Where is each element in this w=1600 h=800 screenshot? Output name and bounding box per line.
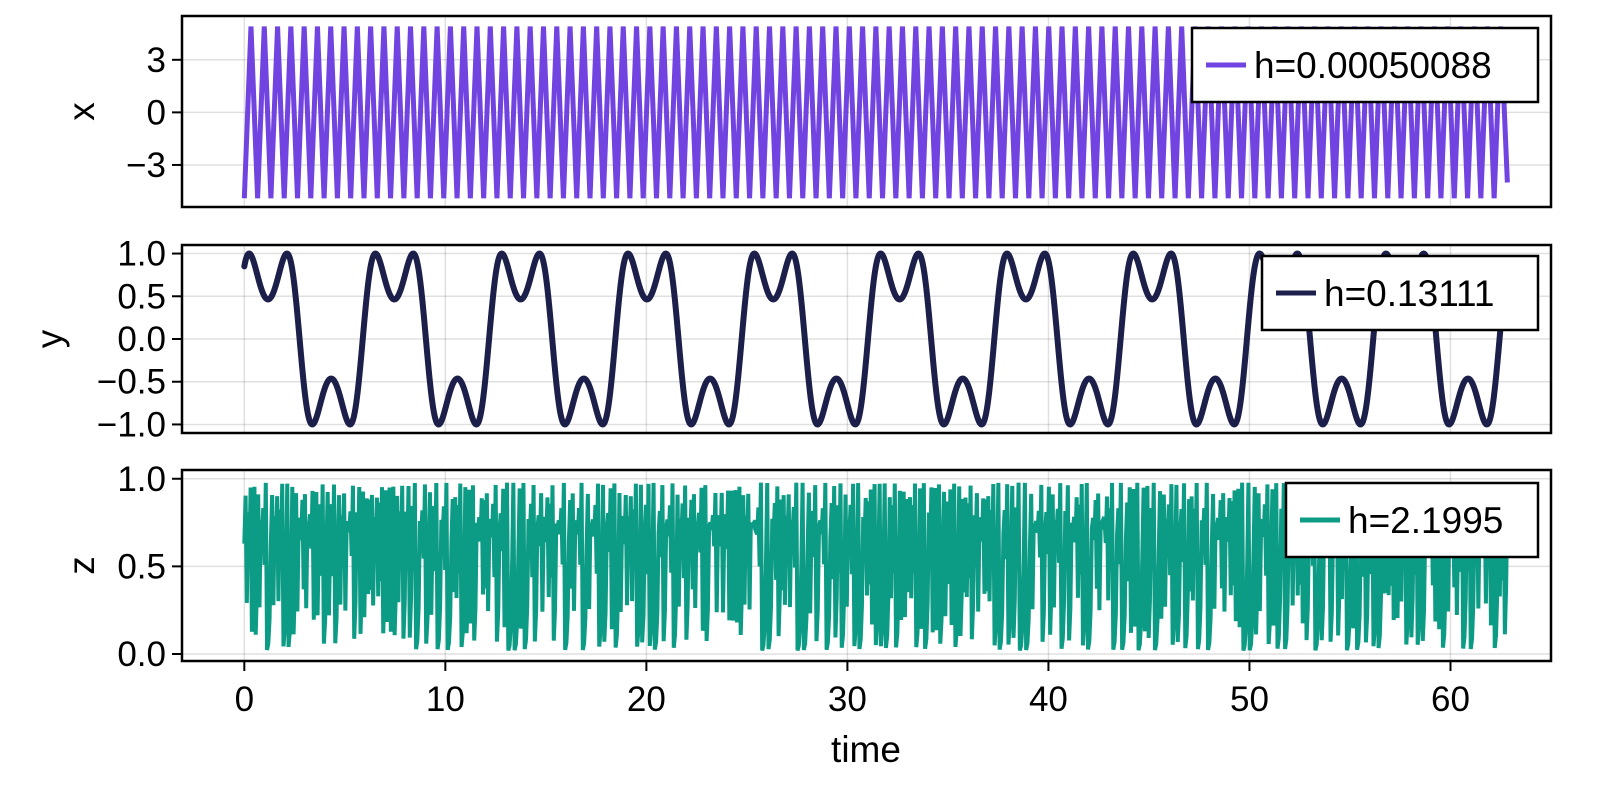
ytick-label: 1.0	[117, 235, 166, 274]
panel-z-yticks: 1.0 0.5 0.0	[117, 460, 182, 674]
ytick-label: −0.5	[97, 363, 166, 402]
panel-z-ylabel: z	[61, 556, 102, 575]
legend-x-box	[1190, 26, 1540, 104]
panel-y: 1.00.5 0.0 −0.5−1.0 y h=0.13111	[29, 235, 1553, 444]
xtick-label: 60	[1431, 680, 1470, 719]
legend-z-label: h=2.1995	[1348, 500, 1503, 541]
xtick-label: 20	[627, 680, 666, 719]
ytick-label: 1.0	[117, 460, 166, 499]
panel-x-yticks: 3 0 −3	[126, 41, 182, 185]
xtick-label: 40	[1029, 680, 1068, 719]
ytick-label: 0.5	[117, 547, 166, 586]
panel-x-ylabel: x	[61, 102, 102, 121]
panel-y-ylabel: y	[29, 329, 70, 348]
xtick-label: 0	[235, 680, 254, 719]
legend-x-label: h=0.00050088	[1254, 45, 1492, 86]
series-line-y	[241, 250, 1511, 428]
legend-y-label: h=0.13111	[1324, 273, 1494, 314]
ytick-label: 3	[147, 41, 166, 80]
panel-z: 1.0 0.5 0.0 z h=2.1995	[61, 460, 1553, 674]
panel-y-yticks: 1.00.5 0.0 −0.5−1.0	[97, 235, 182, 444]
legend-z: h=2.1995	[1284, 481, 1540, 559]
ytick-label: −1.0	[97, 405, 166, 444]
ytick-label: 0.0	[117, 320, 166, 359]
legend-y: h=0.13111	[1260, 254, 1540, 332]
xtick-label: 50	[1230, 680, 1269, 719]
xtick-label: 10	[426, 680, 465, 719]
ytick-label: 0.0	[117, 635, 166, 674]
x-axis: 0 10 20 30 40 50 60	[235, 661, 1470, 719]
ytick-label: −3	[126, 146, 166, 185]
x-axis-label: time	[831, 729, 901, 770]
legend-z-box	[1284, 481, 1540, 559]
ytick-label: 0	[147, 93, 166, 132]
series-line-x	[241, 26, 1510, 199]
legend-x: h=0.00050088	[1190, 26, 1540, 104]
xtick-label: 30	[828, 680, 867, 719]
ytick-label: 0.5	[117, 277, 166, 316]
panel-x: 3 0 −3 x h=0.00050088	[61, 14, 1553, 209]
